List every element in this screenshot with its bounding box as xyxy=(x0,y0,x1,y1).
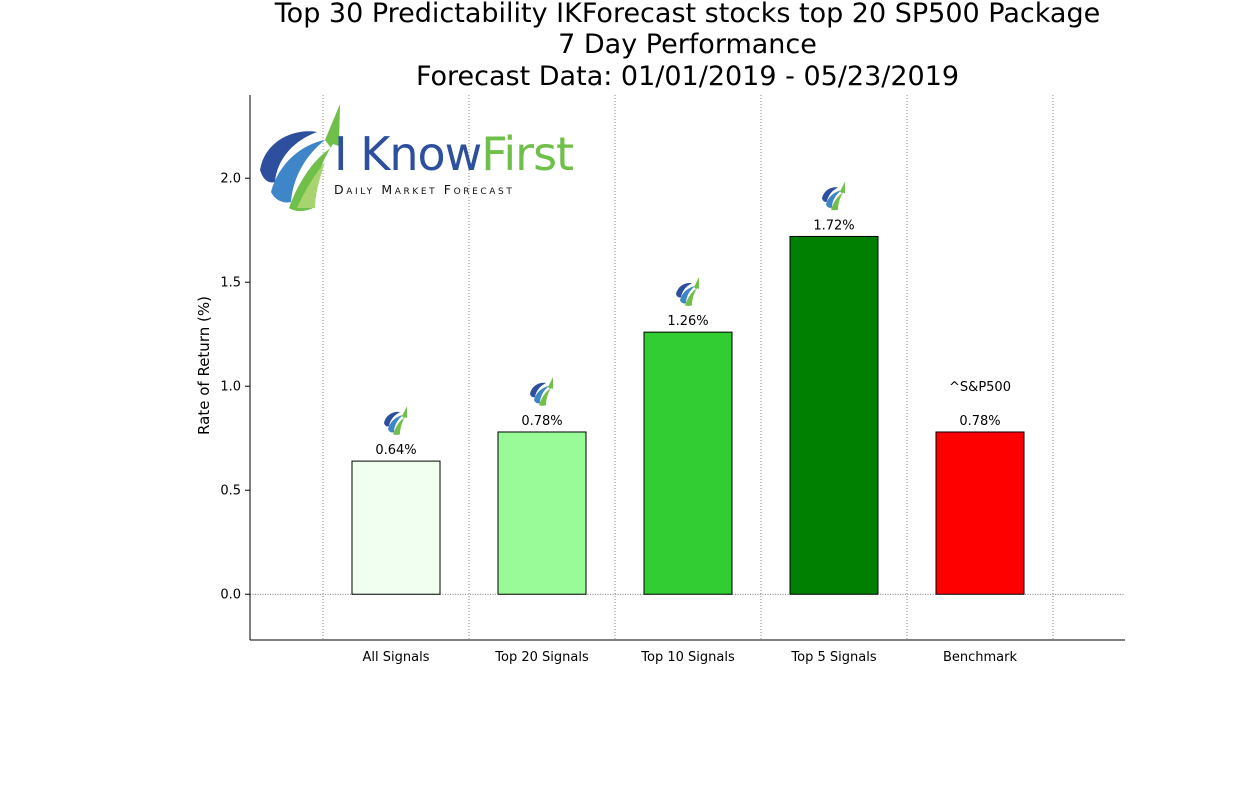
mini-logo-icon xyxy=(384,406,407,435)
bar-top-10-signals xyxy=(643,331,733,595)
bar-top-20-signals xyxy=(497,431,587,595)
logo-tagline: Daily Market Forecast xyxy=(334,182,515,197)
benchmark-annotation: ^S&P500 xyxy=(949,380,1011,395)
logo-swoosh-icon xyxy=(260,104,340,211)
x-tick-label: Benchmark xyxy=(943,650,1018,665)
mini-logo-swoosh-green xyxy=(831,181,845,211)
y-tick-label: 1.5 xyxy=(220,276,241,291)
bar-top-5-signals xyxy=(789,235,879,595)
mini-logo-swoosh-lightblue xyxy=(680,286,695,304)
mini-logo-swoosh-lightblue xyxy=(534,385,549,404)
mini-logo-swoosh-blue xyxy=(676,282,692,298)
mini-logo-icon xyxy=(822,181,845,211)
mini-logo-icon xyxy=(530,376,553,406)
mini-logo-swoosh-blue xyxy=(530,382,546,398)
mini-logo-swoosh-lightblue xyxy=(826,190,841,208)
x-tick-label: All Signals xyxy=(363,650,430,665)
data-label: 1.72% xyxy=(813,218,854,233)
bar-benchmark xyxy=(935,431,1025,595)
y-tick-label: 1.0 xyxy=(220,380,241,395)
y-tick-label: 0.0 xyxy=(220,588,241,603)
mini-logo-swoosh-blue xyxy=(822,187,838,202)
label-layer: 0.0 0.5 1.0 1.5 2.0 Rate of Return (%) All Sig… xyxy=(195,172,1017,665)
data-label: 0.64% xyxy=(375,443,416,458)
x-tick-label: Top 20 Signals xyxy=(494,650,589,665)
data-label: 0.78% xyxy=(959,414,1000,429)
data-label: 1.26% xyxy=(667,314,708,329)
bar-layer xyxy=(351,235,1025,595)
mini-logo-icon xyxy=(676,277,699,306)
chart-title-line-1: Top 30 Predictability IKForecast stocks … xyxy=(274,0,1101,29)
bar-all-signals xyxy=(351,460,441,595)
mini-logo-swoosh-green xyxy=(685,277,699,306)
logo-brand-text: I KnowFirst xyxy=(334,127,574,181)
y-tick-label: 2.0 xyxy=(220,172,241,187)
x-tick-label: Top 5 Signals xyxy=(790,650,876,665)
chart-title-line-2: 7 Day Performance xyxy=(558,29,817,60)
chart-title-line-3: Forecast Data: 01/01/2019 - 05/23/2019 xyxy=(415,61,960,92)
y-tick-label: 0.5 xyxy=(220,484,241,499)
mini-logo-swoosh-blue xyxy=(384,411,400,427)
i-know-first-logo: I KnowFirst Daily Market Forecast xyxy=(255,100,574,215)
mini-logo-swoosh-lightblue xyxy=(388,415,403,433)
x-tick-label: Top 10 Signals xyxy=(640,650,735,665)
y-axis-label: Rate of Return (%) xyxy=(195,296,213,435)
mini-logo-swoosh-green xyxy=(539,376,553,406)
axis-layer xyxy=(245,95,1125,641)
data-label: 0.78% xyxy=(521,414,562,429)
mini-logo-swoosh-green xyxy=(393,406,407,435)
